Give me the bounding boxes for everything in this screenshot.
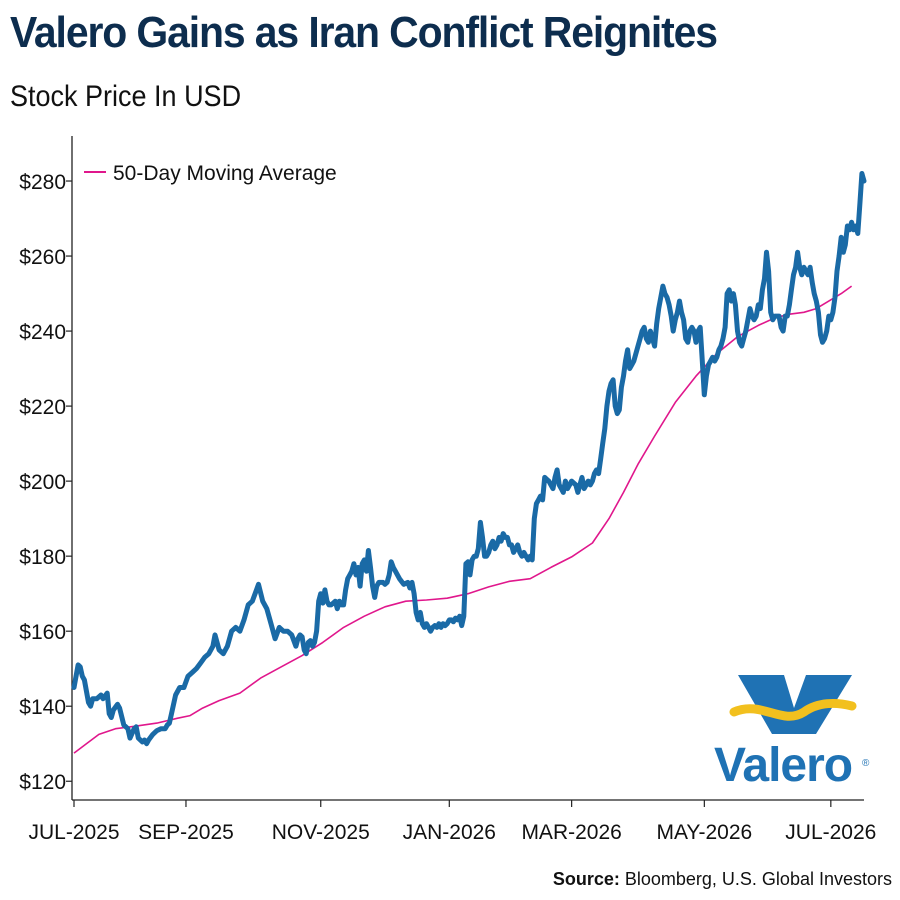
source-text: Bloomberg, U.S. Global Investors — [619, 869, 892, 889]
series-layer — [71, 171, 867, 754]
series-line-moving-average — [73, 285, 853, 754]
valero-v-mark-icon — [729, 675, 857, 734]
y-tick-label: $120 — [19, 771, 66, 794]
legend: 50-Day Moving Average — [84, 162, 337, 185]
x-tick-label: JUL-2025 — [28, 821, 119, 844]
y-tick-label: $200 — [19, 471, 66, 494]
series-line-stock-price — [71, 171, 867, 747]
x-tick-label: JAN-2026 — [403, 821, 496, 844]
chart-subtitle: Stock Price In USD — [10, 80, 242, 113]
logo-wordmark: Valero — [714, 739, 853, 792]
logo-registered-mark: ® — [862, 758, 870, 769]
x-tick-label: MAY-2026 — [656, 821, 752, 844]
x-tick-label: NOV-2025 — [272, 821, 370, 844]
source-note: Source: Bloomberg, U.S. Global Investors — [553, 869, 892, 890]
y-tick-label: $160 — [19, 621, 66, 644]
chart-title: Valero Gains as Iran Conflict Reignites — [10, 8, 718, 57]
legend-label-ma: 50-Day Moving Average — [113, 162, 337, 185]
source-label: Source: — [552, 869, 620, 889]
y-tick-label: $220 — [19, 396, 66, 419]
y-tick-label: $240 — [19, 321, 66, 344]
y-tick-label: $140 — [19, 696, 66, 719]
x-tick-label: SEP-2025 — [138, 821, 234, 844]
x-tick-label: JUL-2026 — [785, 821, 876, 844]
y-tick-label: $280 — [19, 171, 66, 194]
valero-logo: Valero ® — [712, 672, 878, 798]
y-tick-label: $180 — [19, 546, 66, 569]
axis-layer: $120 $140 $160 $180 $200 $220 $240 $260 $280 JUL-… — [19, 136, 876, 844]
x-tick-label: MAR-2026 — [521, 821, 621, 844]
y-tick-label: $260 — [19, 246, 66, 269]
